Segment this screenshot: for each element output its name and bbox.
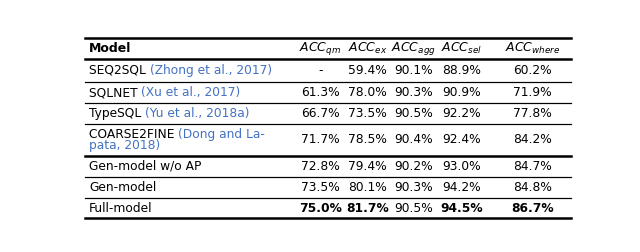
Text: 90.3%: 90.3%: [394, 181, 433, 194]
Text: 60.2%: 60.2%: [513, 64, 552, 77]
Text: Full-model: Full-model: [89, 202, 152, 214]
Text: SEQ2SQL: SEQ2SQL: [89, 64, 150, 77]
Text: TypeSQL: TypeSQL: [89, 107, 145, 120]
Text: $ACC_{where}$: $ACC_{where}$: [505, 41, 560, 56]
Text: 90.3%: 90.3%: [394, 86, 433, 99]
Text: 93.0%: 93.0%: [443, 160, 481, 173]
Text: Gen-model: Gen-model: [89, 181, 156, 194]
Text: 73.5%: 73.5%: [348, 107, 387, 120]
Text: 71.7%: 71.7%: [301, 133, 340, 146]
Text: COARSE2FINE: COARSE2FINE: [89, 128, 179, 141]
Text: 81.7%: 81.7%: [346, 202, 389, 214]
Text: 90.5%: 90.5%: [394, 107, 433, 120]
Text: (Yu et al., 2018a): (Yu et al., 2018a): [145, 107, 250, 120]
Text: 80.1%: 80.1%: [348, 181, 387, 194]
Text: 88.9%: 88.9%: [442, 64, 481, 77]
Text: 84.2%: 84.2%: [513, 133, 552, 146]
Text: Gen-model w/o AP: Gen-model w/o AP: [89, 160, 202, 173]
Text: $ACC_{agg}$: $ACC_{agg}$: [391, 40, 436, 57]
Text: 94.2%: 94.2%: [443, 181, 481, 194]
Text: 78.0%: 78.0%: [348, 86, 387, 99]
Text: 73.5%: 73.5%: [301, 181, 340, 194]
Text: 59.4%: 59.4%: [348, 64, 387, 77]
Text: 90.4%: 90.4%: [394, 133, 433, 146]
Text: $ACC_{qm}$: $ACC_{qm}$: [300, 40, 342, 57]
Text: 78.5%: 78.5%: [348, 133, 387, 146]
Text: 86.7%: 86.7%: [511, 202, 554, 214]
Text: 61.3%: 61.3%: [301, 86, 340, 99]
Text: 90.9%: 90.9%: [443, 86, 481, 99]
Text: (Xu et al., 2017): (Xu et al., 2017): [141, 86, 241, 99]
Text: 66.7%: 66.7%: [301, 107, 340, 120]
Text: 84.8%: 84.8%: [513, 181, 552, 194]
Text: 84.7%: 84.7%: [513, 160, 552, 173]
Text: 72.8%: 72.8%: [301, 160, 340, 173]
Text: 92.2%: 92.2%: [443, 107, 481, 120]
Text: 92.4%: 92.4%: [443, 133, 481, 146]
Text: 90.2%: 90.2%: [394, 160, 433, 173]
Text: 75.0%: 75.0%: [299, 202, 342, 214]
Text: 94.5%: 94.5%: [440, 202, 483, 214]
Text: 71.9%: 71.9%: [513, 86, 552, 99]
Text: 77.8%: 77.8%: [513, 107, 552, 120]
Text: 79.4%: 79.4%: [348, 160, 387, 173]
Text: (Zhong et al., 2017): (Zhong et al., 2017): [150, 64, 272, 77]
Text: SQLNET: SQLNET: [89, 86, 141, 99]
Text: $ACC_{sel}$: $ACC_{sel}$: [442, 41, 483, 56]
Text: 90.5%: 90.5%: [394, 202, 433, 214]
Text: 90.1%: 90.1%: [394, 64, 433, 77]
Text: -: -: [318, 64, 323, 77]
Text: pata, 2018): pata, 2018): [89, 139, 160, 152]
Text: Model: Model: [89, 42, 131, 55]
Text: (Dong and La-: (Dong and La-: [179, 128, 265, 141]
Text: $ACC_{ex}$: $ACC_{ex}$: [348, 41, 387, 56]
